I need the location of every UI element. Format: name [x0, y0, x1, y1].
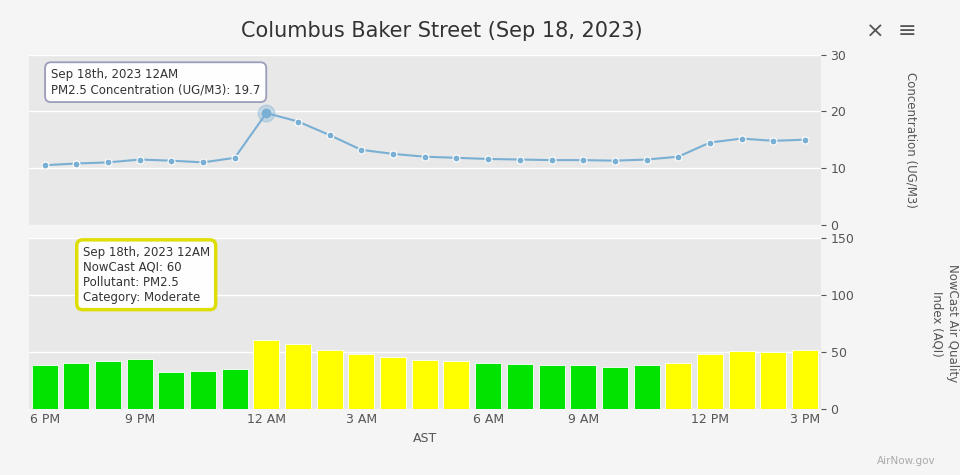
Text: Columbus Baker Street (Sep 18, 2023): Columbus Baker Street (Sep 18, 2023): [241, 21, 642, 41]
Y-axis label: NowCast Air Quality
Index (AQI): NowCast Air Quality Index (AQI): [931, 264, 959, 382]
Bar: [253, 341, 279, 408]
Bar: [380, 358, 406, 408]
Text: ≡: ≡: [898, 21, 917, 41]
Bar: [539, 365, 564, 408]
Bar: [602, 367, 628, 408]
Bar: [760, 352, 786, 408]
Bar: [32, 365, 58, 408]
Bar: [158, 372, 184, 408]
Bar: [729, 351, 755, 408]
Bar: [444, 361, 469, 408]
Bar: [634, 365, 660, 408]
Bar: [127, 359, 153, 408]
Bar: [507, 364, 533, 408]
X-axis label: AST: AST: [413, 432, 437, 445]
Text: AirNow.gov: AirNow.gov: [877, 456, 936, 466]
Bar: [665, 363, 691, 408]
Text: Sep 18th, 2023 12AM
NowCast AQI: 60
Pollutant: PM2.5
Category: Moderate: Sep 18th, 2023 12AM NowCast AQI: 60 Poll…: [83, 246, 210, 304]
Y-axis label: Concentration (UG/M3): Concentration (UG/M3): [904, 72, 918, 208]
Bar: [475, 363, 501, 408]
Bar: [570, 365, 596, 408]
Bar: [63, 363, 89, 408]
Bar: [190, 371, 216, 408]
Bar: [317, 350, 343, 408]
Text: Sep 18th, 2023 12AM
PM2.5 Concentration (UG/M3): 19.7: Sep 18th, 2023 12AM PM2.5 Concentration …: [51, 68, 260, 96]
Bar: [222, 369, 248, 408]
Bar: [412, 360, 438, 408]
Bar: [95, 361, 121, 408]
Bar: [792, 350, 818, 408]
Bar: [697, 354, 723, 408]
Text: ×: ×: [866, 21, 885, 41]
Bar: [285, 344, 311, 408]
Bar: [348, 354, 374, 408]
